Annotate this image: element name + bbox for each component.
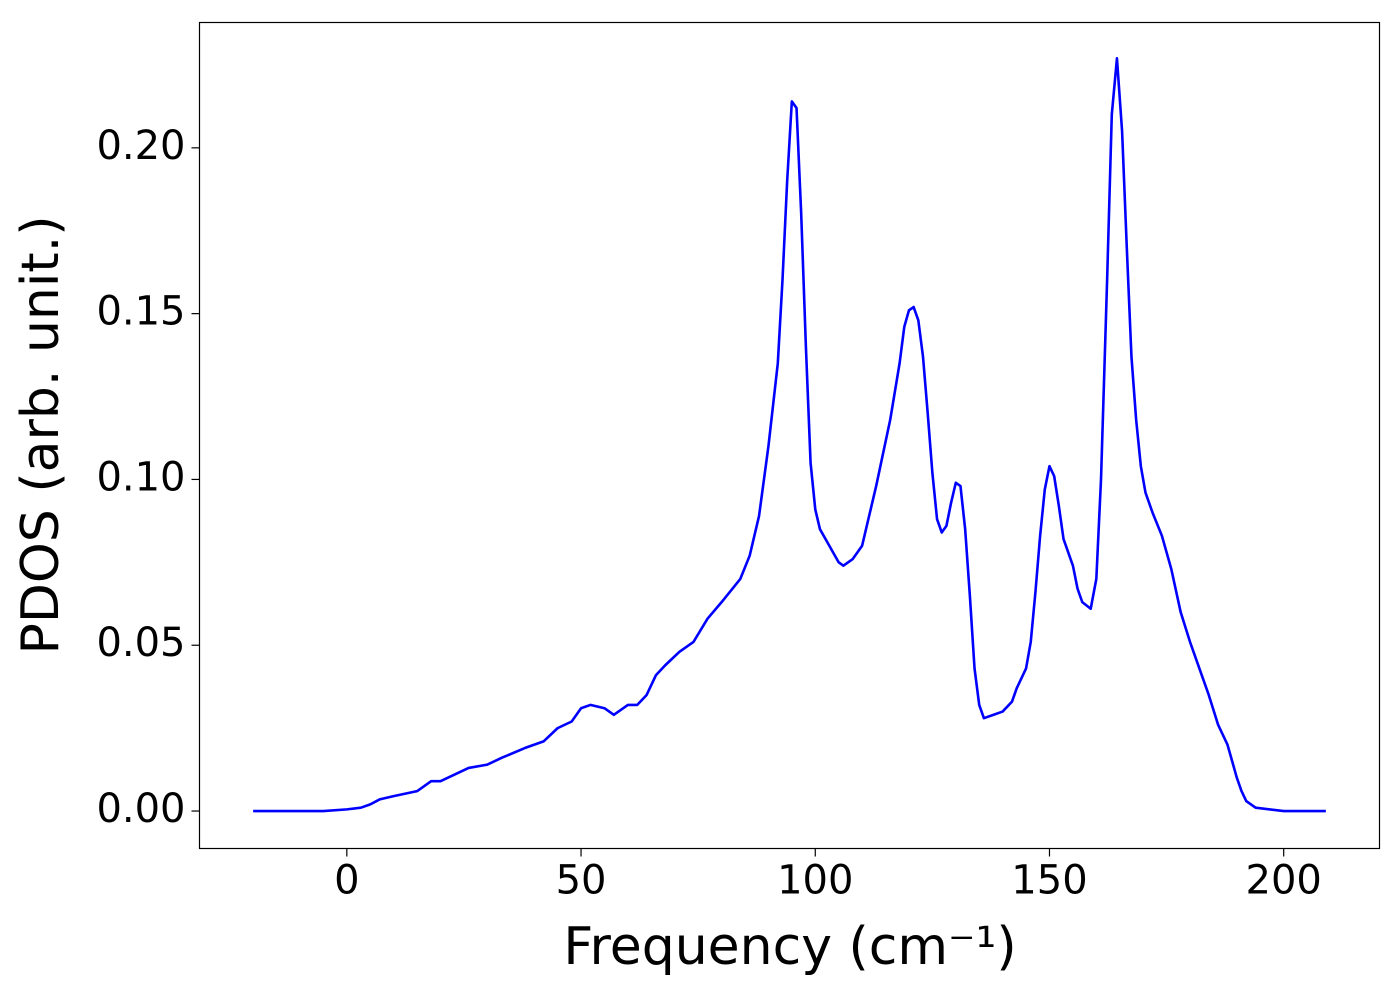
y-tick-label: 0.15 <box>96 289 185 335</box>
plot-frame <box>198 21 1381 850</box>
y-tick-label: 0.00 <box>96 786 185 832</box>
y-axis-label: PDOS (arb. unit.) <box>11 215 71 654</box>
x-axis-label: Frequency (cm⁻¹) <box>563 917 1016 977</box>
y-tick-label: 0.05 <box>96 620 185 666</box>
x-tick-label: 150 <box>1011 858 1087 904</box>
x-tick-label: 0 <box>334 858 359 904</box>
x-tick-label: 100 <box>777 858 853 904</box>
data-line <box>253 57 1326 813</box>
x-tick-label: 50 <box>556 858 607 904</box>
x-tick-label: 200 <box>1246 858 1322 904</box>
y-tick-label: 0.10 <box>96 454 185 500</box>
y-tick-label: 0.20 <box>96 123 185 169</box>
